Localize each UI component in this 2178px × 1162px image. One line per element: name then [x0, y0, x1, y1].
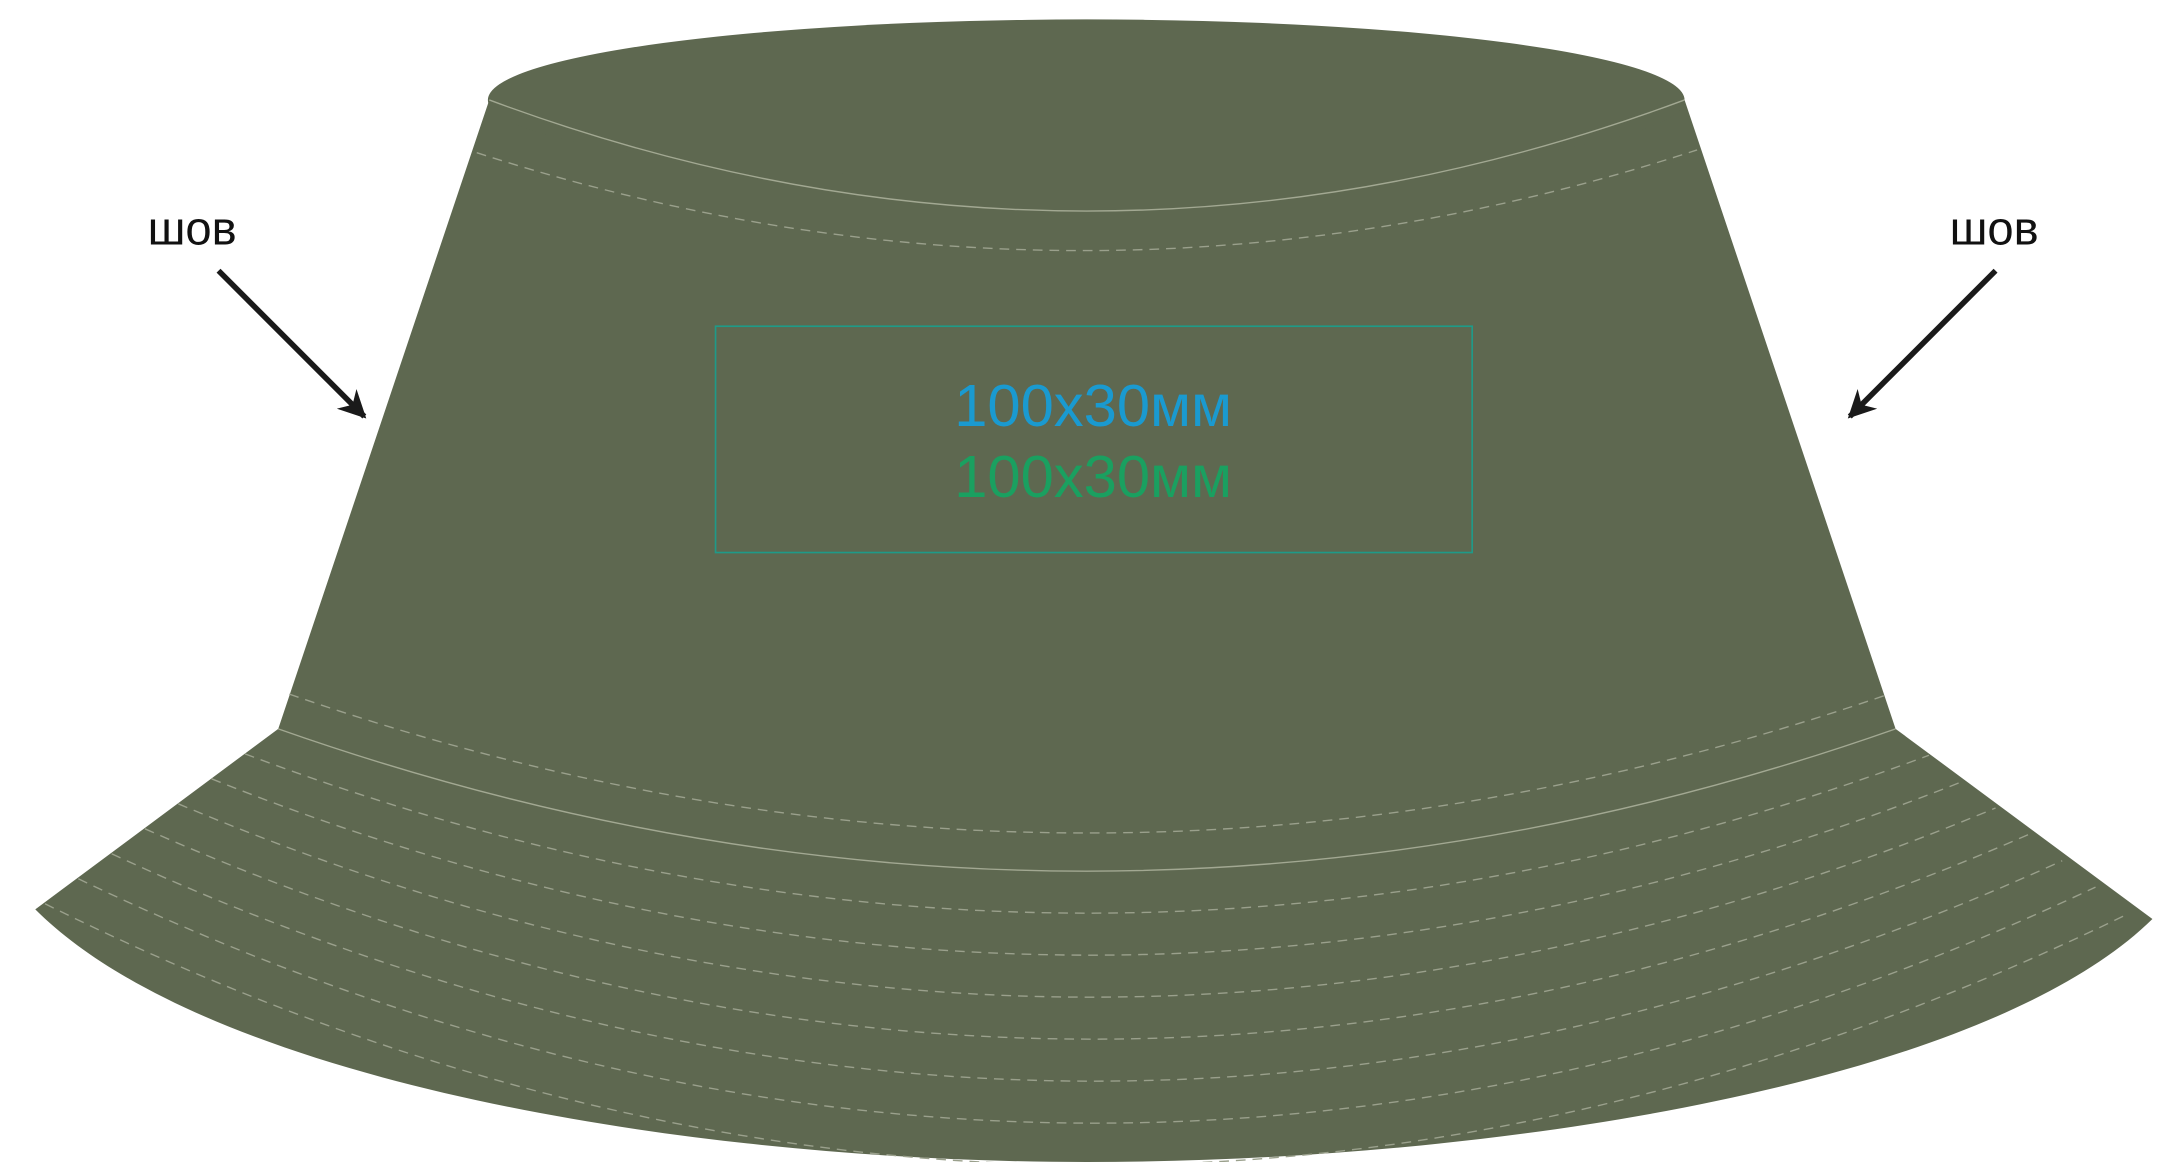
hat-body	[35, 99, 2153, 1162]
brim-stitch	[211, 778, 1963, 956]
seam-arrow-left	[216, 268, 367, 419]
brim-stitch	[111, 853, 2063, 1082]
annotations: шов шов	[148, 202, 2039, 419]
brim-seam	[278, 728, 1896, 872]
top-stitch	[476, 149, 1698, 252]
brim-stitch	[144, 828, 2030, 1040]
print-size-blue: 100x30мм	[954, 372, 1232, 439]
top-seam	[489, 99, 1685, 212]
hat: 100x30мм 100x30мм	[35, 19, 2153, 1162]
crown-stitch	[289, 693, 1889, 834]
seam-label-right: шов	[1950, 202, 2039, 255]
brim-stitch	[178, 803, 1996, 998]
seam-arrow-right	[1847, 268, 1998, 419]
brim-stitches	[44, 753, 2130, 1162]
hat-top	[487, 19, 1685, 181]
print-area	[714, 325, 1474, 554]
seam-label-left: шов	[148, 202, 237, 255]
brim-stitch	[244, 753, 1930, 914]
print-size-green: 100x30мм	[954, 443, 1232, 510]
brim-stitch	[44, 903, 2130, 1162]
